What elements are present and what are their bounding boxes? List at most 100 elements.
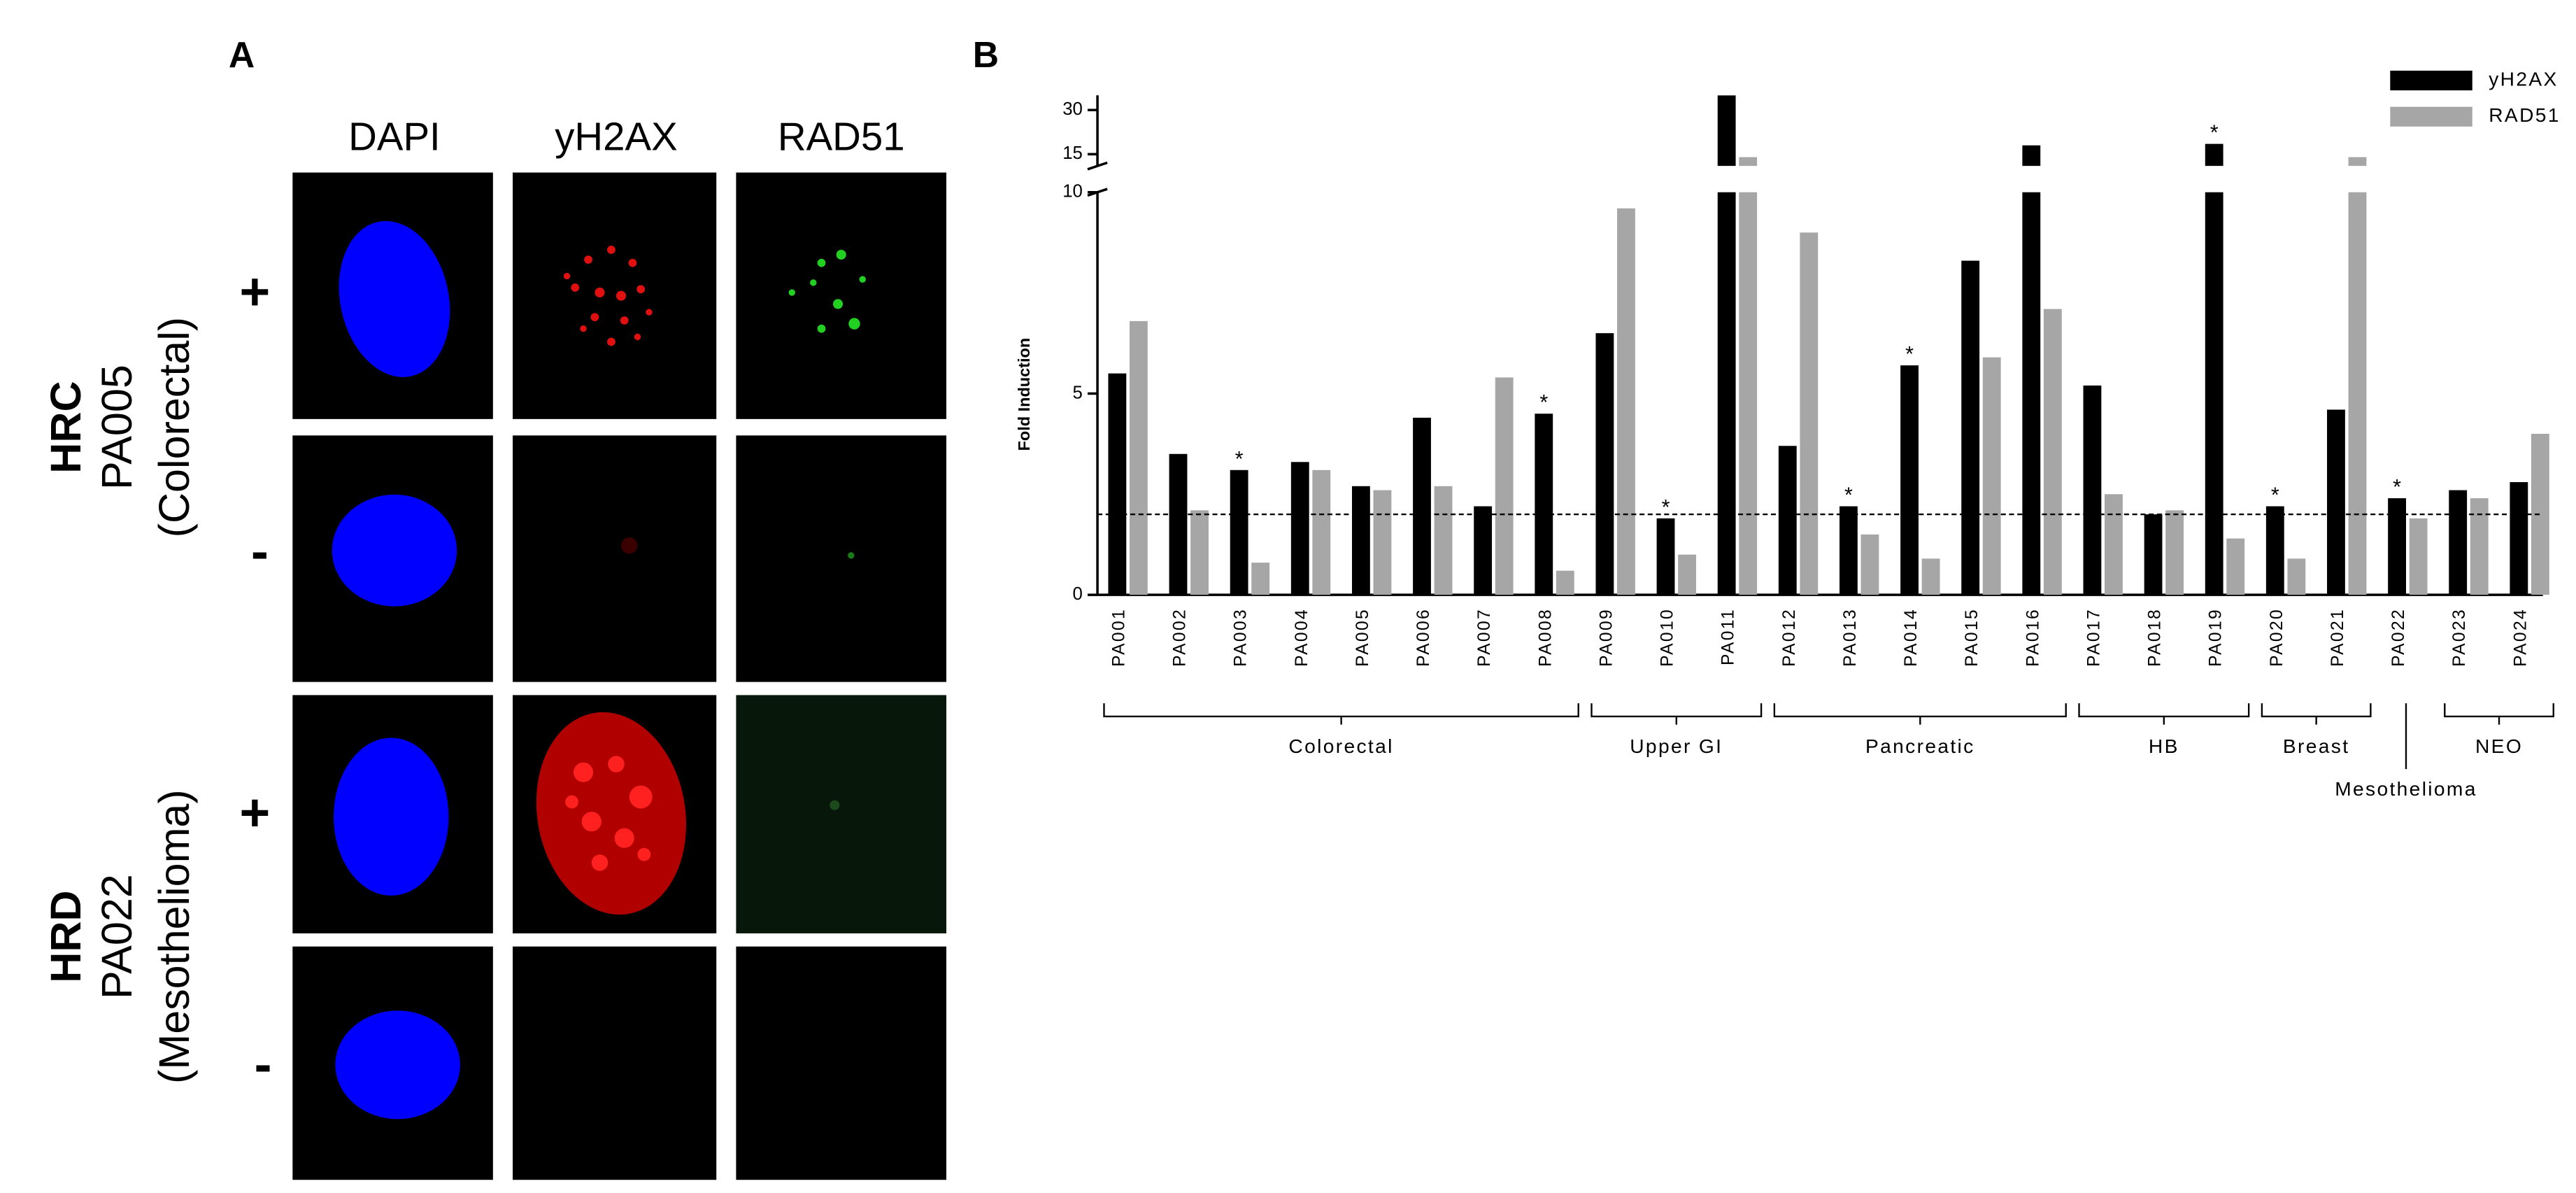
bar (1495, 377, 1514, 595)
bar (1921, 558, 1940, 595)
bar (2022, 192, 2041, 595)
bar (1351, 486, 1370, 595)
condition-label: + (239, 262, 270, 321)
micrographs (292, 172, 947, 1180)
condition-label: - (255, 1034, 272, 1093)
bar (1312, 470, 1331, 595)
group-bracket (2261, 703, 2372, 725)
x-tick-label: PA001 (1109, 608, 1128, 667)
bar (1434, 486, 1453, 595)
bar (1535, 414, 1553, 595)
legend-label: yH2AX (2489, 68, 2558, 90)
bar (1860, 534, 1879, 595)
group-bracket (1103, 703, 1579, 725)
bar (1656, 518, 1675, 595)
bar (1900, 365, 1919, 595)
group-label: Upper GI (1630, 735, 1723, 757)
group-label: Breast (2283, 735, 2350, 757)
bar (2043, 309, 2062, 595)
bar (1373, 490, 1392, 595)
bar (2470, 498, 2489, 595)
x-tick-label: PA019 (2207, 608, 2226, 667)
y-tick-label: 0 (1073, 584, 1083, 604)
significance-marker: * (1662, 495, 1670, 519)
legend-swatch (2390, 70, 2472, 91)
y-tick-label: 15 (1062, 143, 1083, 163)
bar (1982, 357, 2001, 595)
panel-label: B (973, 34, 999, 75)
group-bracket (2078, 703, 2250, 725)
x-tick-label: PA010 (1658, 608, 1677, 667)
bar-upper (2205, 143, 2223, 167)
x-tick-label: PA017 (2084, 608, 2103, 667)
x-tick-label: PA015 (1963, 608, 1981, 667)
column-header: RAD51 (778, 115, 905, 159)
bar (2287, 558, 2306, 595)
bar (2327, 409, 2345, 595)
group-label: Colorectal (1288, 735, 1393, 757)
condition-label: + (239, 783, 270, 842)
bar (2510, 482, 2528, 595)
bar (1230, 470, 1248, 595)
x-tick-label: PA014 (1902, 608, 1921, 667)
significance-marker: * (1905, 342, 1914, 366)
bar-upper (1717, 95, 1736, 167)
significance-marker: * (2393, 475, 2401, 499)
bar (1739, 192, 1758, 595)
bar (1778, 446, 1797, 595)
x-tick-label: PA009 (1597, 608, 1616, 667)
bar (1617, 208, 1635, 595)
x-tick-label: PA008 (1536, 608, 1555, 667)
row-group: HRC (42, 381, 90, 473)
bar (1413, 417, 1431, 595)
bar (1678, 554, 1696, 595)
group-label: Mesothelioma (2335, 777, 2477, 800)
bar (2226, 538, 2245, 595)
bar-upper (1739, 157, 1758, 167)
column-header: DAPI (348, 115, 441, 159)
x-tick-label: PA021 (2328, 608, 2347, 667)
row-group: HRD (42, 891, 90, 983)
column-header: yH2AX (555, 115, 677, 159)
bar-upper (2022, 145, 2041, 167)
significance-marker: * (2271, 483, 2279, 507)
group-bracket (2444, 703, 2554, 725)
bar (1961, 260, 1980, 595)
bar (1840, 506, 1858, 595)
y-tick-label: 30 (1062, 99, 1083, 119)
axis-break (1087, 161, 1108, 171)
significance-marker: * (1235, 447, 1244, 471)
bar (1474, 506, 1493, 595)
x-tick-label: PA007 (1475, 608, 1494, 667)
bar (1290, 462, 1309, 595)
legend-label: RAD51 (2489, 104, 2561, 126)
bar (2388, 498, 2406, 595)
y-tick-label: 5 (1073, 383, 1083, 402)
x-tick-label: PA006 (1414, 608, 1433, 667)
bar (1108, 373, 1127, 595)
bar (1251, 563, 1270, 595)
x-tick-label: PA018 (2146, 608, 2165, 667)
x-tick-label: PA016 (2023, 608, 2042, 667)
condition-label: - (251, 522, 269, 581)
x-tick-label: PA024 (2511, 608, 2530, 667)
significance-marker: * (1844, 483, 1853, 507)
group-label: NEO (2475, 735, 2523, 757)
bar (2348, 192, 2367, 595)
group-label: Pancreatic (1865, 735, 1975, 757)
x-tick-label: PA012 (1780, 608, 1799, 667)
x-tick-label: PA004 (1293, 608, 1311, 667)
row-tissue: (Mesothelioma) (150, 789, 198, 1084)
bar-upper (2348, 157, 2367, 167)
panel-label: A (229, 34, 255, 75)
significance-marker: * (2210, 121, 2219, 145)
group-bracket (1591, 703, 1763, 725)
bar (2105, 494, 2123, 595)
row-sample: PA005 (93, 365, 141, 490)
x-tick-label: PA022 (2389, 608, 2408, 667)
x-tick-label: PA023 (2450, 608, 2469, 667)
significance-marker: * (1539, 390, 1548, 414)
bar (2449, 490, 2468, 595)
